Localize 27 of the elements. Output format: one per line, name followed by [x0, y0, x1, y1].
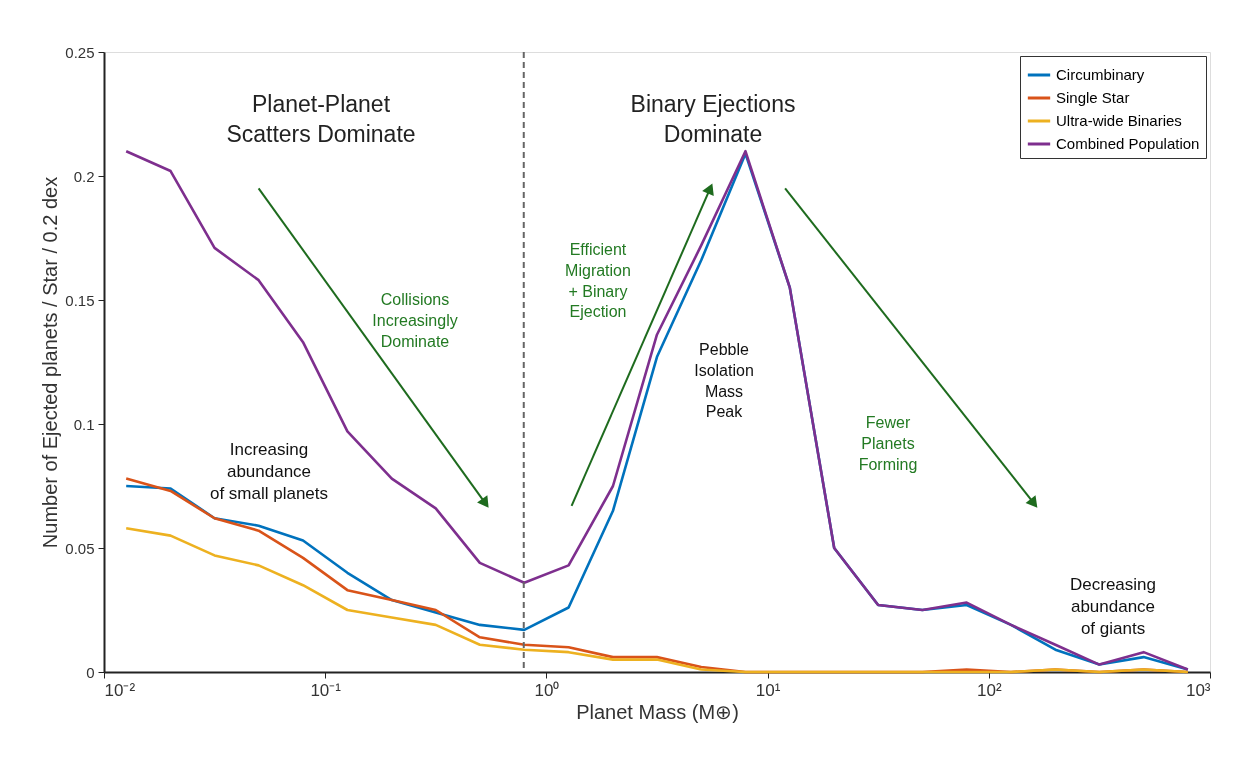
annotation: Increasing abundance of small planets	[209, 440, 329, 504]
y-tick-label: 0	[86, 663, 95, 681]
annotation: Pebble Isolation Mass Peak	[694, 341, 754, 421]
legend-label: Circumbinary	[1056, 66, 1145, 83]
y-axis-title: Number of Ejected planets / Star / 0.2 dex	[39, 176, 62, 549]
legend-label: Single Star	[1056, 89, 1130, 106]
legend-label: Ultra-wide Binaries	[1056, 112, 1182, 129]
x-tick-label: 10⁻²	[104, 680, 136, 700]
y-tick-label: 0.05	[65, 539, 95, 557]
annotation: Binary Ejections Dominate	[630, 91, 796, 147]
x-axis-title: Planet Mass (M⊕)	[576, 700, 739, 723]
x-tick-label: 10⁻¹	[310, 680, 342, 700]
annotation: Decreasing abundance of giants	[1070, 575, 1156, 639]
y-tick-label: 0.25	[65, 43, 95, 61]
x-tick-label: 10³	[1185, 680, 1211, 700]
x-tick-label: 10¹	[755, 680, 781, 700]
annotation: Fewer Planets Forming	[858, 414, 918, 473]
y-tick-label: 0.15	[65, 291, 95, 309]
annotation: Efficient Migration + Binary Ejection	[565, 241, 631, 321]
x-tick-label: 10⁰	[534, 680, 560, 700]
y-tick-label: 0.1	[73, 415, 95, 433]
annotation: Collisions Increasingly Dominate	[372, 291, 458, 350]
y-tick-label: 0.2	[73, 167, 95, 185]
x-tick-label: 10²	[977, 680, 1002, 700]
line-series	[124, 526, 1190, 674]
legend-label: Combined Population	[1056, 135, 1200, 152]
annotation: Planet-Planet Scatters Dominate	[226, 91, 416, 147]
